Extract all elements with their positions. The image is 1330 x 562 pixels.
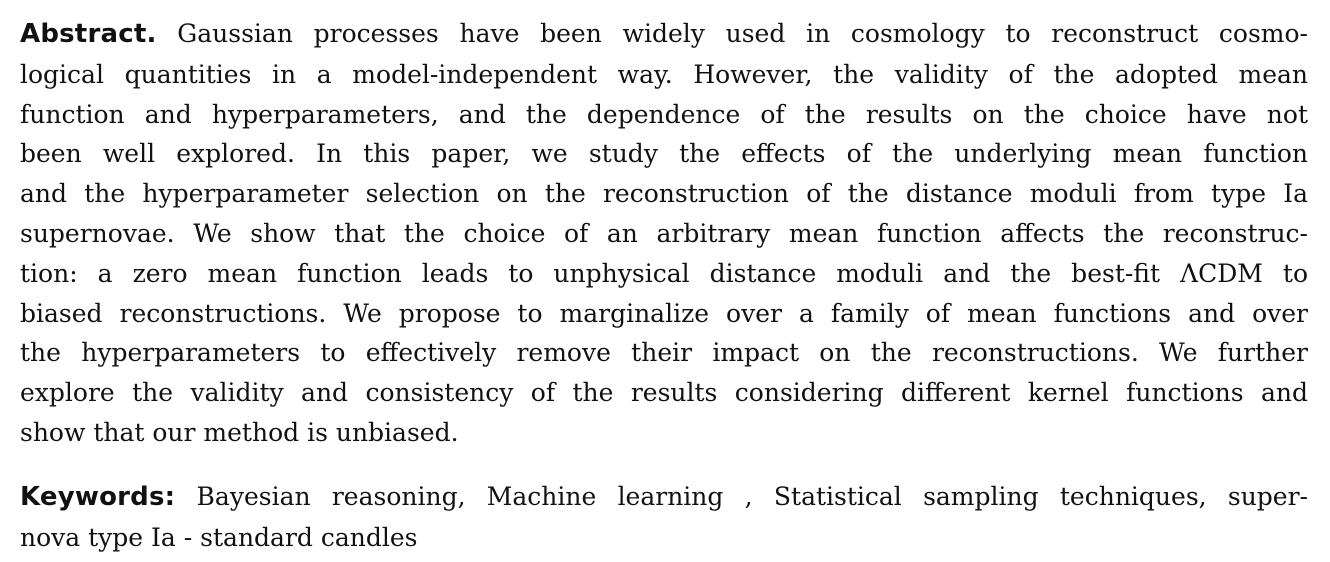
abstract-label: Abstract. <box>20 19 157 49</box>
abstract-line: and the hyperparameter selection on the … <box>20 179 1308 209</box>
abstract-line: Abstract. Gaussian processes have been w… <box>20 14 1308 55</box>
keywords-paragraph: Keywords: Bayesian reasoning, Machine le… <box>20 477 1308 558</box>
keywords-line-text: Bayesian reasoning, Machine learning , S… <box>196 481 1308 511</box>
abstract-line: supernovae. We show that the choice of a… <box>20 218 1308 248</box>
abstract-page: Abstract. Gaussian processes have been w… <box>20 14 1308 557</box>
abstract-line: the hyperparameters to effectively remov… <box>20 338 1308 368</box>
abstract-line: tion: a zero mean function leads to unph… <box>20 258 1308 288</box>
abstract-line: show that our method is unbiased. <box>20 417 459 447</box>
keywords-label: Keywords: <box>20 481 176 512</box>
abstract-line: explore the validity and consistency of … <box>20 378 1308 408</box>
abstract-line-text: Gaussian processes have been widely used… <box>177 19 1308 48</box>
abstract-paragraph: Abstract. Gaussian processes have been w… <box>20 14 1308 453</box>
abstract-line: biased reconstructions. We propose to ma… <box>20 298 1308 328</box>
abstract-line: been well explored. In this paper, we st… <box>20 139 1308 169</box>
keywords-line: nova type Ia - standard candles <box>20 522 418 552</box>
abstract-line: function and hyperparameters, and the de… <box>20 99 1308 129</box>
abstract-line: logical quantities in a model-independen… <box>20 59 1308 89</box>
keywords-line: Keywords: Bayesian reasoning, Machine le… <box>20 477 1308 518</box>
